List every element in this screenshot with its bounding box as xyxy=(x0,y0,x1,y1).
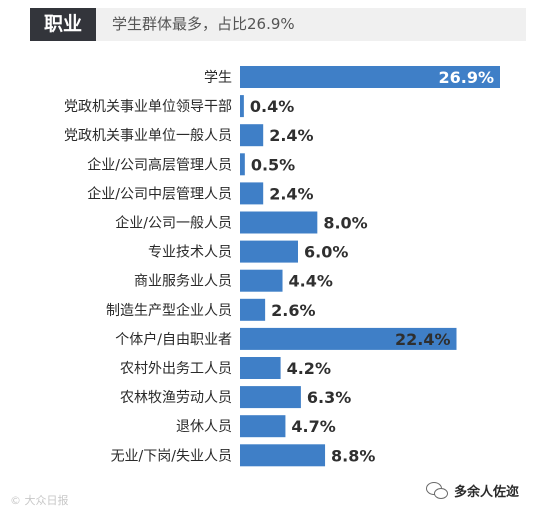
bar xyxy=(240,415,286,438)
bar xyxy=(240,211,318,234)
bar xyxy=(240,269,283,292)
category-label: 企业/公司高层管理人员 xyxy=(87,156,232,173)
bar-chart: 学生 26.9% 党政机关事业单位领导干部 0.4% 党政机关事业单位一般人员 2.4% 企… xyxy=(64,66,500,467)
bar xyxy=(240,153,245,176)
value-label: 0.5% xyxy=(251,155,295,174)
bar xyxy=(240,240,298,263)
value-label: 0.4% xyxy=(250,97,294,116)
header-band xyxy=(96,8,526,41)
value-label: 6.0% xyxy=(304,243,348,262)
category-label: 专业技术人员 xyxy=(148,245,232,261)
value-label: 8.8% xyxy=(331,446,375,465)
value-label: 2.6% xyxy=(271,301,315,320)
header-tag: 职业 xyxy=(30,8,96,41)
category-label: 农林牧渔劳动人员 xyxy=(120,390,232,406)
value-label: 4.7% xyxy=(291,417,335,436)
value-label: 2.4% xyxy=(269,184,313,203)
value-label: 22.4% xyxy=(395,330,451,349)
bar xyxy=(240,95,244,118)
value-label: 26.9% xyxy=(438,68,494,87)
bar xyxy=(240,357,281,379)
category-label: 商业服务业人员 xyxy=(134,274,232,290)
category-label: 退休人员 xyxy=(176,419,232,435)
wechat-icon xyxy=(426,481,448,500)
bar xyxy=(240,298,266,321)
watermark-right-text: 多余人佐迩 xyxy=(454,485,520,500)
category-label: 制造生产型企业人员 xyxy=(106,302,232,319)
watermark-right: 多余人佐迩 xyxy=(426,481,519,500)
bar xyxy=(240,444,326,467)
category-label: 企业/公司中层管理人员 xyxy=(87,185,232,202)
value-label: 4.4% xyxy=(289,272,333,291)
bar xyxy=(240,66,500,88)
category-label: 农村外出务工人员 xyxy=(120,361,232,377)
watermark-left: © 大众日报 xyxy=(10,494,69,507)
category-label: 企业/公司一般人员 xyxy=(115,215,232,232)
chart-header: 职业 学生群体最多，占比26.9% xyxy=(0,0,548,48)
bar xyxy=(240,386,301,409)
value-label: 4.2% xyxy=(287,359,331,378)
bar xyxy=(240,124,264,147)
header-subtitle: 学生群体最多，占比26.9% xyxy=(112,15,295,33)
value-label: 2.4% xyxy=(269,126,313,145)
category-label: 个体户/自由职业者 xyxy=(115,331,232,348)
category-label: 无业/下岗/失业人员 xyxy=(111,448,232,464)
bar xyxy=(240,327,457,350)
bar xyxy=(240,182,264,205)
value-label: 8.0% xyxy=(323,214,367,233)
category-label: 党政机关事业单位一般人员 xyxy=(64,128,232,144)
category-label: 党政机关事业单位领导干部 xyxy=(64,99,232,115)
value-label: 6.3% xyxy=(307,388,351,407)
category-label: 学生 xyxy=(204,70,232,86)
